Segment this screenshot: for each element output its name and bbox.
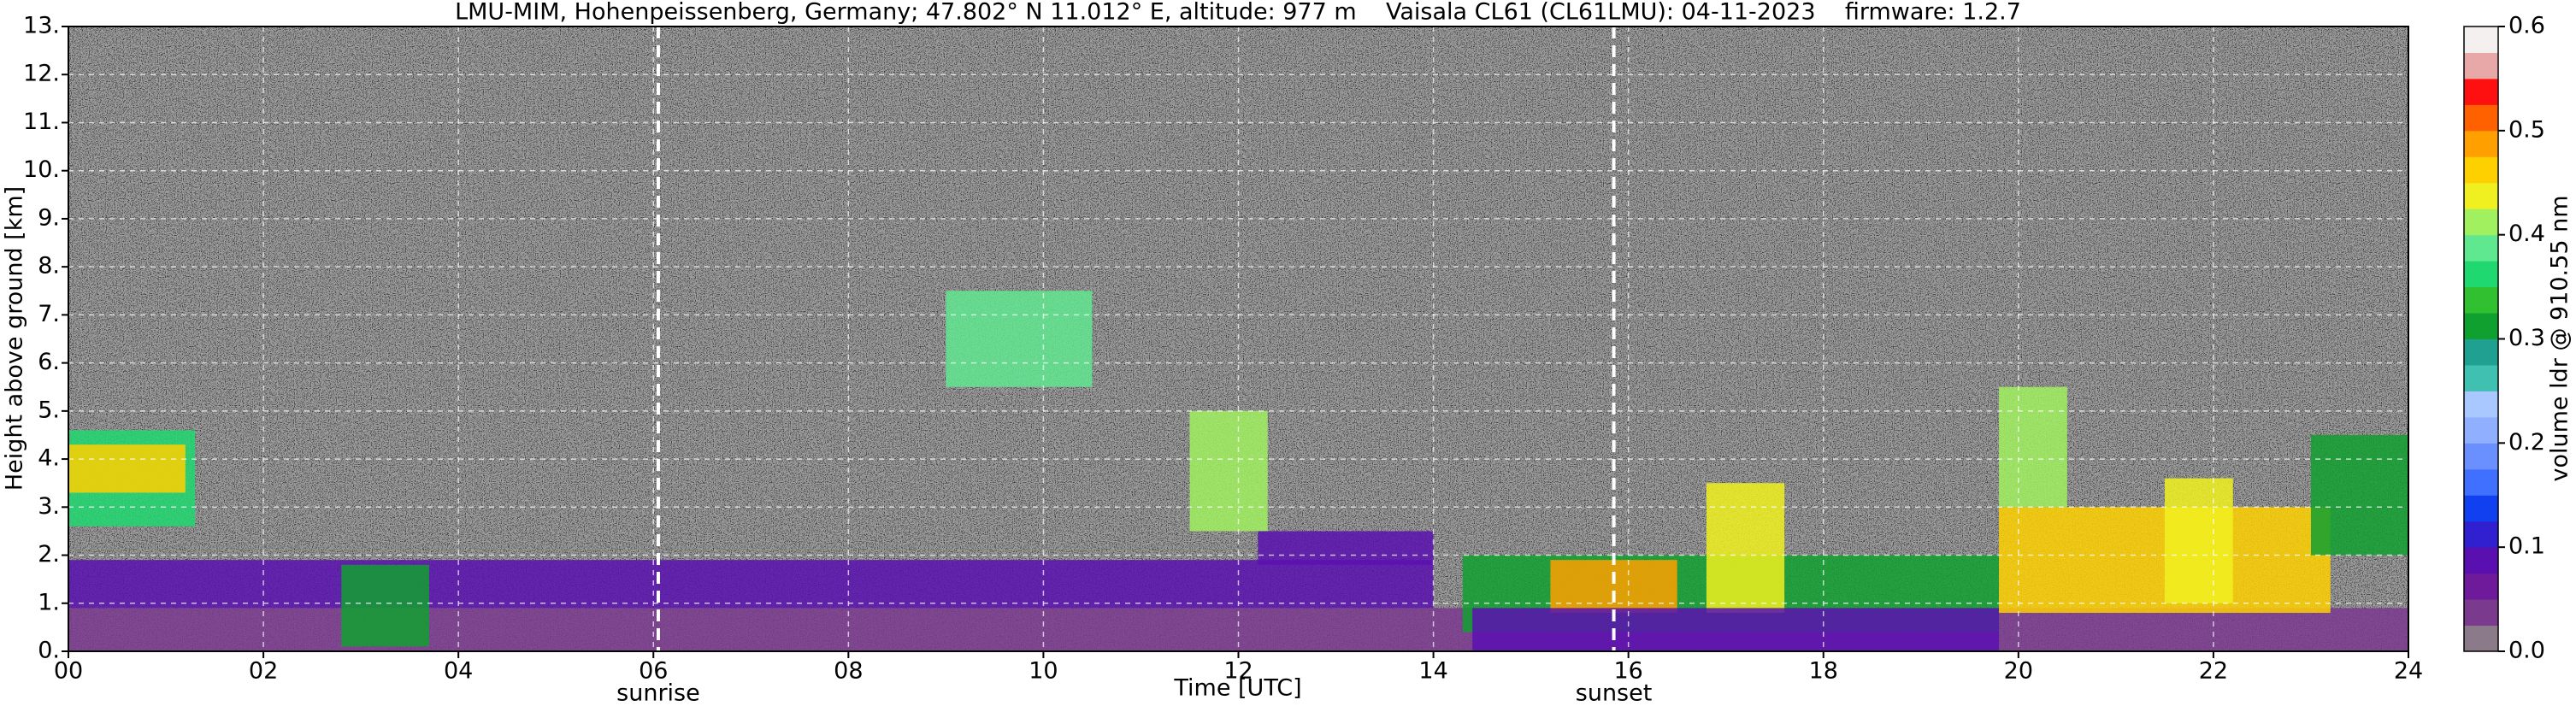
ldr-region xyxy=(68,560,1434,609)
y-tick-label: 6. xyxy=(38,349,60,375)
colorbar-tick-label: 0.1 xyxy=(2508,533,2545,560)
chart-title: LMU-MIM, Hohenpeissenberg, Germany; 47.8… xyxy=(455,0,2021,26)
ldr-region xyxy=(2310,434,2408,556)
x-tick-label: 02 xyxy=(249,658,278,685)
colorbar-segment xyxy=(2464,234,2498,262)
colorbar-segment xyxy=(2464,78,2498,105)
ldr-region xyxy=(1189,410,1268,532)
colorbar-segment xyxy=(2464,416,2498,444)
colorbar-tick-label: 0.0 xyxy=(2508,638,2545,664)
colorbar-tick-label: 0.4 xyxy=(2508,221,2545,247)
y-tick-label: 11. xyxy=(23,109,60,135)
colorbar-segment xyxy=(2464,573,2498,600)
colorbar-segment xyxy=(2464,338,2498,366)
x-tick-label: 24 xyxy=(2394,658,2423,685)
colorbar-segment xyxy=(2464,495,2498,522)
x-tick-label: 16 xyxy=(1613,658,1642,685)
colorbar-segment xyxy=(2464,182,2498,209)
ldr-region xyxy=(1258,531,1434,565)
colorbar-tick-label: 0.3 xyxy=(2508,325,2545,351)
colorbar-segment xyxy=(2464,26,2498,53)
y-tick-label: 13. xyxy=(23,13,60,39)
ldr-region xyxy=(1472,608,2000,651)
x-tick-label: 12 xyxy=(1223,658,1253,685)
x-tick-label: 10 xyxy=(1029,658,1058,685)
y-tick-label: 4. xyxy=(38,445,60,472)
x-tick-label: 14 xyxy=(1418,658,1447,685)
x-tick-label: 00 xyxy=(54,658,83,685)
colorbar-segment xyxy=(2464,599,2498,627)
y-tick-label: 9. xyxy=(38,204,60,231)
colorbar-segment xyxy=(2464,209,2498,236)
colorbar-segment xyxy=(2464,468,2498,496)
y-axis-label: Height above ground [km] xyxy=(2,186,28,491)
colorbar-label: volume ldr @ 910.55 nm xyxy=(2547,196,2573,482)
ldr-region xyxy=(1999,386,2067,508)
y-tick-label: 7. xyxy=(38,301,60,327)
ldr-region xyxy=(1550,560,1677,614)
colorbar-tick-label: 0.5 xyxy=(2508,116,2545,143)
ldr-region xyxy=(68,444,186,493)
colorbar-segment xyxy=(2464,52,2498,79)
x-tick-label: 22 xyxy=(2199,658,2228,685)
x-tick-label: 18 xyxy=(1809,658,1838,685)
plot-frame xyxy=(68,26,2409,652)
y-tick-label: 3. xyxy=(38,493,60,520)
colorbar-segment xyxy=(2464,313,2498,339)
colorbar-segment xyxy=(2464,391,2498,418)
colorbar-segment xyxy=(2464,130,2498,157)
ldr-region xyxy=(946,291,1093,387)
x-axis-label: Time [UTC] xyxy=(1173,675,1301,702)
colorbar-segment xyxy=(2464,521,2498,548)
x-tick-label: 04 xyxy=(444,658,473,685)
colorbar-segment xyxy=(2464,625,2498,652)
y-tick-label: 2. xyxy=(38,541,60,568)
y-tick-label: 1. xyxy=(38,589,60,615)
annotation-label: sunset xyxy=(1576,680,1653,706)
colorbar-segment xyxy=(2464,261,2498,288)
y-tick-label: 8. xyxy=(38,253,60,279)
colorbar-segment xyxy=(2464,104,2498,132)
x-tick-label: 08 xyxy=(834,658,863,685)
y-tick-label: 12. xyxy=(23,61,60,87)
colorbar-segment xyxy=(2464,156,2498,184)
y-tick-label: 5. xyxy=(38,397,60,423)
x-tick-label: 06 xyxy=(639,658,668,685)
colorbar-tick-label: 0.6 xyxy=(2508,13,2545,39)
x-tick-label: 20 xyxy=(2004,658,2033,685)
colorbar-segment xyxy=(2464,547,2498,574)
colorbar-segment xyxy=(2464,443,2498,470)
y-tick-label: 0. xyxy=(38,638,60,664)
ldr-region xyxy=(2164,478,2233,603)
colorbar-segment xyxy=(2464,286,2498,314)
colorbar-tick-label: 0.2 xyxy=(2508,429,2545,456)
ldr-region xyxy=(341,564,429,647)
colorbar-segment xyxy=(2464,364,2498,391)
ldr-region xyxy=(1706,483,1785,614)
y-tick-label: 10. xyxy=(23,156,60,183)
annotation-label: sunrise xyxy=(616,680,700,706)
